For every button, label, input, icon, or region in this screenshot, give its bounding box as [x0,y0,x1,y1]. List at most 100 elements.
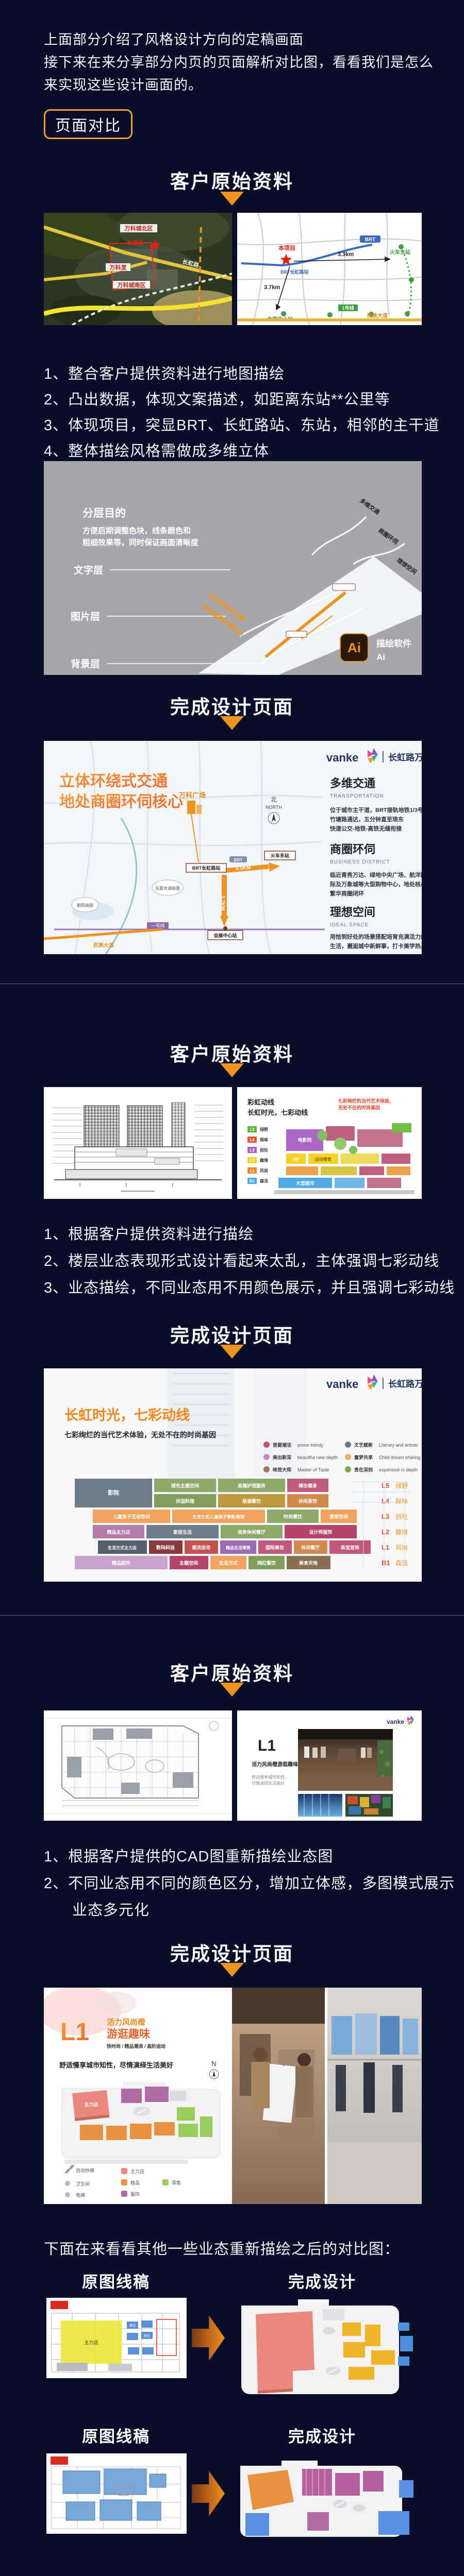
svg-text:际及万象城等大型购物中心，地处核心: 际及万象城等大型购物中心，地处核心 [330,880,422,888]
svg-text:位于城市主干道，BRT接轨地铁1/3号线: 位于城市主干道，BRT接轨地铁1/3号线 [330,806,422,814]
svg-text:潮流运动: 潮流运动 [192,1545,210,1550]
plan-legend: 自动扶梯 卫生间 电梯 主力店 精品 服饰 零售 [64,2165,181,2198]
compare-design-title: 完成设计 [237,2573,407,2576]
svg-text:探味: 探味 [260,1137,268,1142]
svg-text:B1: B1 [250,1179,255,1183]
photo-thumb-blue [298,1794,342,1817]
map-arrows [276,256,391,311]
floor-tag [51,2456,68,2465]
svg-text:美食天地: 美食天地 [299,1560,318,1566]
zones [245,2469,413,2536]
layers-desc2: 粗细效果等，同时保证画面清晰度 [82,538,199,547]
slide-l1-line1: 舒适慢享城市知性， [252,1774,289,1780]
svg-text:Child dream sharing: Child dream sharing [379,1455,421,1460]
svg-text:精品生活零售: 精品生活零售 [226,1545,251,1550]
svg-text:IDEAL SPACE: IDEAL SPACE [330,922,369,928]
section-title-finished-2: 完成设计页面 [170,1325,294,1346]
satellite-map-image: 万科城北区 本项目 万科里 万科城南区 长虹路 [44,213,232,325]
layer-text-label: 文字层 [74,564,103,576]
escalator-icon [64,2165,75,2173]
design-page-2: vanke 长虹路万科广场 长虹时光，七彩动线 七彩绚烂的当代艺术体验，无处不在… [44,1368,422,1582]
svg-text:BRT长虹路站: BRT长虹路站 [192,865,221,871]
towers [84,1102,186,1165]
floor-legend: L5 绿野 L4 探味 L3 创社 L2 趣境 L1 风尚 B1 森活 [247,1126,268,1184]
svg-text:数码科技: 数码科技 [156,1545,175,1550]
svg-text:L2: L2 [250,1158,255,1163]
svg-text:L1: L1 [382,1544,389,1551]
svg-text:用恰到好处的场景搭配培育充满活力的: 用恰到好处的场景搭配培育充满活力的 [330,933,422,940]
svg-text:主力店: 主力店 [84,2340,98,2345]
svg-text:餐饮: 餐饮 [144,2334,150,2338]
svg-text:繁华商圈闭环: 繁华商圈闭环 [329,890,364,897]
section-title-original-3: 客户原始资料 [170,1663,294,1684]
slide-l1-line2: 尽情演绎生活美好 [252,1781,285,1786]
map-brt-line: BRT [241,235,380,267]
svg-text:快速公交-地铁-高铁无缝衔接: 快速公交-地铁-高铁无缝衔接 [329,825,402,832]
d2-floor-table: 影院 绿色主题空间 高端护理服务 搏击健身 异国料理 格调餐饮 休闲茶饮 儿童亲… [75,1479,371,1569]
zones [256,2309,413,2394]
triangle-down-icon [220,192,244,206]
compare-design-title: 完成设计 [288,2428,356,2446]
svg-text:N: N [211,2060,216,2067]
svg-text:BRT: BRT [234,858,243,862]
svg-text:绿色主题空间: 绿色主题空间 [171,1483,199,1488]
compare1-design [226,2293,423,2403]
base-slab [65,1169,198,1179]
svg-text:L3: L3 [382,1513,389,1520]
svg-text:绿野: 绿野 [395,1482,408,1489]
slide-title1: 彩虹动线 [247,1098,274,1106]
plan-red-lines [62,1721,219,1806]
layer-bg-label: 背景层 [71,658,100,670]
compare-arrow-icon [192,2471,225,2516]
svg-text:L3: L3 [250,1148,255,1153]
svg-text:探味: 探味 [395,1498,408,1505]
compare-design-title: 完成设计 [288,2273,356,2291]
slide-l1-title: 活力风尚橙游逛趣味 [252,1761,298,1768]
svg-text:格调餐饮: 格调餐饮 [242,1498,261,1504]
compare-sketch-title: 原图线稿 [82,2273,150,2291]
svg-text:3.7KM: 3.7KM [220,895,225,910]
vanke-pinwheel-icon [368,1375,378,1390]
restroom-icon [65,2181,70,2186]
cad-plan-image [44,1710,232,1821]
schematic-map-image: BRT 本项目 BRT长虹路站 3.3km 3.7km 火车东站 会展中心站 1… [237,213,422,325]
svg-text:3.5KM: 3.5KM [235,865,251,872]
svg-text:电梯: 电梯 [76,2192,85,2198]
plan-grid [62,1726,198,1798]
compare1-sketch: 主力店 餐饮 餐饮 [46,2298,187,2378]
svg-text:NORTH: NORTH [266,805,282,810]
iso-sheet [198,516,422,675]
svg-text:趣境: 趣境 [259,1158,268,1163]
vanke-logo-small: vanke [387,1716,414,1725]
vanke-pinwheel-icon [407,1716,414,1725]
svg-text:火车东站: 火车东站 [271,853,289,858]
d1-right-column: 多维交通 TRANSPORTATION 位于城市主干道，BRT接轨地铁1/3号线… [329,777,422,950]
layers-desc1: 方便后期调整色块，线条颜色和 [82,526,191,535]
svg-text:主力店: 主力店 [130,2168,144,2174]
map-project: 本项目 [278,244,295,251]
d2-subtitle: 七彩绚烂的当代艺术体验，无处不在的时尚基因 [64,1431,216,1439]
svg-text:趣境: 趣境 [395,1528,408,1536]
guide-lines [53,1105,223,1164]
svg-text:风尚: 风尚 [395,1544,408,1551]
svg-text:风尚: 风尚 [260,1168,268,1173]
note-item: 3、业态描绘，不同业态用不用颜色展示，并且强调七彩动线 [44,1280,455,1296]
svg-text:L5: L5 [382,1482,389,1489]
svg-text:竹塘路通达，五分钟直至琅东: 竹塘路通达，五分钟直至琅东 [329,816,404,823]
river-line [105,818,138,954]
compare-sketch-title: 原图线稿 [44,2573,188,2576]
svg-text:大型超市: 大型超市 [296,1180,314,1186]
svg-text:精品: 精品 [130,2180,140,2185]
d2-legend: 首要潮活 prime trendy 美出新深 beautiful new depth… [263,1442,421,1472]
star-icon [280,254,292,265]
svg-text:创社: 创社 [259,1147,268,1153]
d1-map: 万科广场 BRT 3.5KM BRT长虹路站 火车东站 3.7KM 东葛长湖商圈… [44,791,325,948]
svg-text:会展中心站: 会展中心站 [213,933,237,938]
star-icon [150,240,160,250]
note-item: 业态多元化 [72,1902,150,1919]
compare2-sketch [46,2453,187,2534]
svg-text:民族大道: 民族大道 [93,942,114,948]
triangle-down-icon [220,1963,244,1977]
map-east-station: 火车东站 [390,249,410,256]
slide-red1: 七彩绚烂的当代艺术体验, [338,1098,391,1104]
